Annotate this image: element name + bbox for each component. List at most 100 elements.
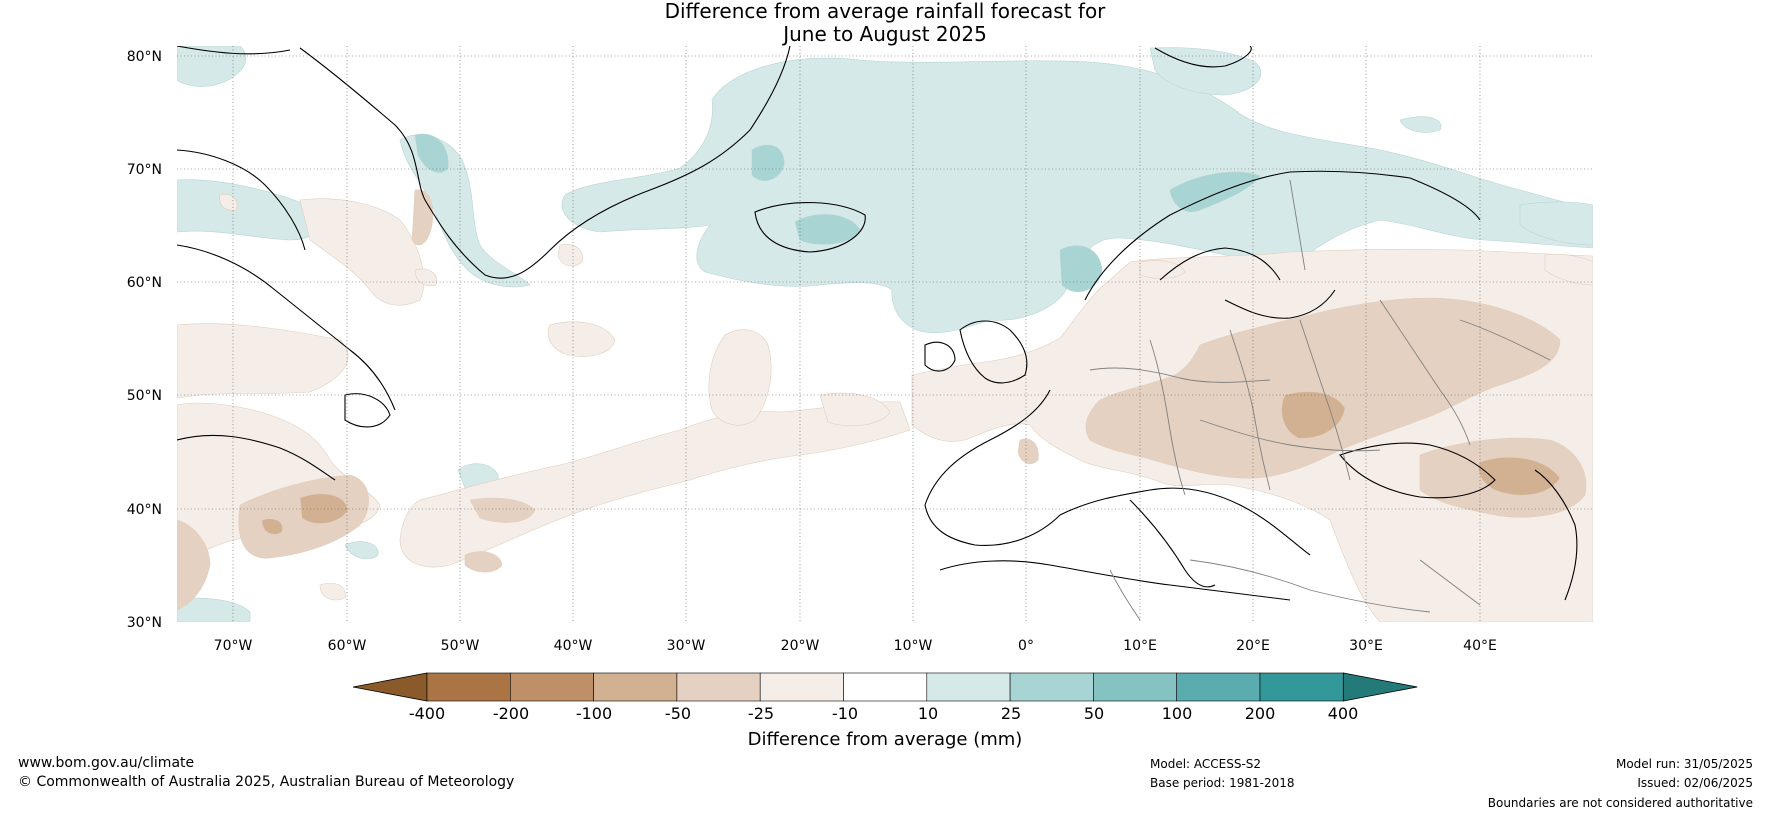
europe-west-coast	[924, 389, 1061, 546]
colorbar-extend-low	[352, 672, 428, 702]
hungary-dry-core	[1281, 391, 1346, 439]
dry-anomaly-regions	[177, 189, 1593, 622]
small-wet-patch-south	[344, 541, 379, 560]
caspian-coast	[1534, 469, 1578, 601]
far-east-dry-patch	[1544, 253, 1593, 286]
ireland-coast	[924, 341, 956, 372]
mid-atlantic-dry-band	[399, 401, 911, 568]
labrador-wet-patch	[177, 46, 247, 87]
baffin-coast	[177, 149, 306, 251]
colorbar-label: Difference from average (mm)	[748, 729, 1023, 750]
lat-label: 70°N	[127, 162, 162, 178]
small-dry-patch-a	[219, 194, 238, 211]
lat-label: 60°N	[127, 275, 162, 291]
colorbar-swatch	[1259, 672, 1344, 702]
iberia-dry-patch	[1017, 438, 1039, 464]
atlantic-dry-patch-c	[464, 551, 503, 573]
colorbar-swatch	[1176, 672, 1261, 702]
central-atlantic-dry-patch	[708, 329, 772, 426]
colorbar-tick-label: -200	[493, 704, 529, 723]
east-greenland-wet-core	[751, 144, 785, 181]
footer-disclaimer: Boundaries are not considered authoritat…	[1487, 796, 1753, 810]
greenland-coast	[299, 46, 791, 279]
colorbar-tick-label: 100	[1162, 704, 1193, 723]
italy-coast	[1129, 499, 1216, 588]
lon-label: 20°W	[781, 638, 820, 654]
labrador-coast	[177, 244, 396, 411]
greenland-fjord-wet-core	[414, 133, 449, 173]
colorbar: -400 -200 -100 -50 -25 -10 10 25 50 100 …	[352, 672, 1418, 750]
arctic-wet-patch-east	[1399, 116, 1442, 133]
colorbar-swatch	[676, 672, 761, 702]
small-dry-patch-b	[319, 582, 346, 601]
footer-model-run: Model run: 31/05/2025	[1615, 757, 1753, 771]
colorbar-tick-label: -100	[576, 704, 612, 723]
colorbar-swatch	[926, 672, 1011, 702]
lat-label: 80°N	[127, 49, 162, 65]
colorbar-swatch	[593, 672, 678, 702]
lon-label: 10°W	[894, 638, 933, 654]
british-isles-coast	[959, 320, 1028, 384]
latitude-labels: 80°N 70°N 60°N 50°N 40°N 30°N	[127, 49, 162, 631]
footer-url[interactable]: www.bom.gov.au/climate	[18, 755, 195, 771]
small-dry-patch-c	[414, 268, 438, 287]
colorbar-tick-label: 200	[1245, 704, 1276, 723]
colorbar-ticks: -400 -200 -100 -50 -25 -10 10 25 50 100 …	[409, 704, 1358, 723]
black-sea-coast	[1339, 442, 1496, 499]
mediterranean-north-coast	[1059, 487, 1311, 556]
colorbar-swatch	[509, 672, 594, 702]
colorbar-swatch	[843, 672, 928, 702]
svalbard-coast	[1154, 46, 1252, 68]
colorbar-swatch	[1009, 672, 1094, 702]
colorbar-swatches	[352, 672, 1418, 702]
north-atlantic-dry-patch	[547, 321, 616, 357]
lon-label: 40°E	[1463, 638, 1497, 654]
lat-label: 40°N	[127, 502, 162, 518]
national-borders	[1089, 179, 1551, 621]
coastlines	[177, 46, 1578, 601]
west-edge-dry-core	[177, 519, 211, 611]
lon-label: 10°E	[1123, 638, 1157, 654]
azores-dry-patch	[819, 392, 891, 427]
lat-label: 30°N	[127, 615, 162, 631]
colorbar-swatch	[759, 672, 844, 702]
western-atlantic-dry-region	[177, 323, 349, 399]
lon-label: 30°E	[1349, 638, 1383, 654]
iceland-wet-core	[794, 214, 861, 245]
barents-wet-patch	[1519, 201, 1593, 246]
footer-issued: Issued: 02/06/2025	[1637, 776, 1753, 790]
africa-north-coast	[939, 560, 1291, 601]
atlantic-strong-dry-core-b	[261, 518, 283, 535]
colorbar-tick-label: 10	[918, 704, 938, 723]
caucasus-dry-core	[1478, 456, 1561, 496]
norway-inner-coast	[1159, 247, 1281, 281]
colorbar-swatch	[426, 672, 511, 702]
colorbar-tick-label: 50	[1084, 704, 1104, 723]
colorbar-tick-label: -10	[832, 704, 858, 723]
lon-label: 0°	[1018, 638, 1034, 654]
colorbar-tick-label: -50	[665, 704, 691, 723]
newfoundland-coast	[344, 393, 391, 428]
map-title-line1: Difference from average rainfall forecas…	[664, 0, 1106, 23]
lon-label: 20°E	[1236, 638, 1270, 654]
map-area	[177, 46, 1593, 622]
northern-dry-patch	[1139, 260, 1186, 279]
colorbar-swatch	[1093, 672, 1178, 702]
colorbar-extend-high	[1342, 672, 1418, 702]
iceland-coast	[754, 201, 866, 253]
graticule	[177, 46, 1593, 622]
map-title-line2: June to August 2025	[783, 22, 987, 46]
lon-label: 70°W	[214, 638, 253, 654]
lon-label: 60°W	[328, 638, 367, 654]
small-atlantic-dry-patch	[557, 244, 583, 267]
greenland-north-coast	[177, 46, 291, 55]
lat-label: 50°N	[127, 388, 162, 404]
baltic-coast	[1224, 289, 1336, 319]
colorbar-tick-label: 400	[1328, 704, 1359, 723]
footer-model: Model: ACCESS-S2	[1150, 757, 1262, 771]
atlantic-dry-patch-b	[469, 497, 536, 523]
greenland-sea-dry-patch	[299, 198, 425, 306]
colorbar-tick-label: -400	[409, 704, 445, 723]
colorbar-tick-label: -25	[748, 704, 774, 723]
